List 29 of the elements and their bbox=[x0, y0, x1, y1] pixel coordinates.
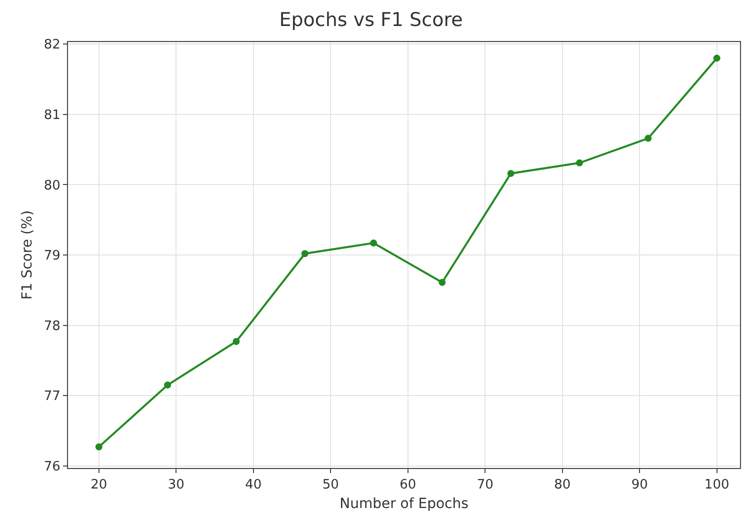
point bbox=[438, 278, 446, 286]
x-tick-label: 70 bbox=[476, 478, 494, 493]
x-tick-label: 100 bbox=[704, 478, 730, 493]
point bbox=[576, 159, 583, 166]
x-tick-label: 80 bbox=[554, 478, 571, 493]
y-tick-label: 76 bbox=[44, 459, 60, 474]
y-axis-title: F1 Score (%) bbox=[19, 210, 36, 300]
point bbox=[232, 338, 240, 345]
point bbox=[370, 240, 378, 247]
y-tick-label: 79 bbox=[44, 248, 60, 264]
y-tick-label: 80 bbox=[44, 178, 60, 194]
point bbox=[301, 250, 308, 258]
y-tick-label: 77 bbox=[44, 389, 60, 404]
y-tick-label: 78 bbox=[44, 318, 60, 334]
x-tick-label: 50 bbox=[322, 478, 339, 493]
point bbox=[713, 54, 720, 62]
point bbox=[164, 382, 172, 389]
y-tick-label: 82 bbox=[44, 38, 60, 53]
point bbox=[95, 443, 102, 450]
point bbox=[507, 170, 514, 177]
x-tick-label: 90 bbox=[631, 478, 648, 493]
x-axis-title: Number of Epochs bbox=[340, 496, 468, 512]
x-tick-label: 20 bbox=[90, 478, 108, 493]
point bbox=[644, 134, 652, 142]
y-tick-label: 81 bbox=[44, 108, 60, 123]
x-tick-label: 30 bbox=[168, 478, 184, 493]
chart-title: Epochs vs F1 Score bbox=[279, 9, 463, 32]
x-tick-label: 40 bbox=[245, 478, 262, 493]
x-tick-label: 60 bbox=[400, 478, 416, 493]
